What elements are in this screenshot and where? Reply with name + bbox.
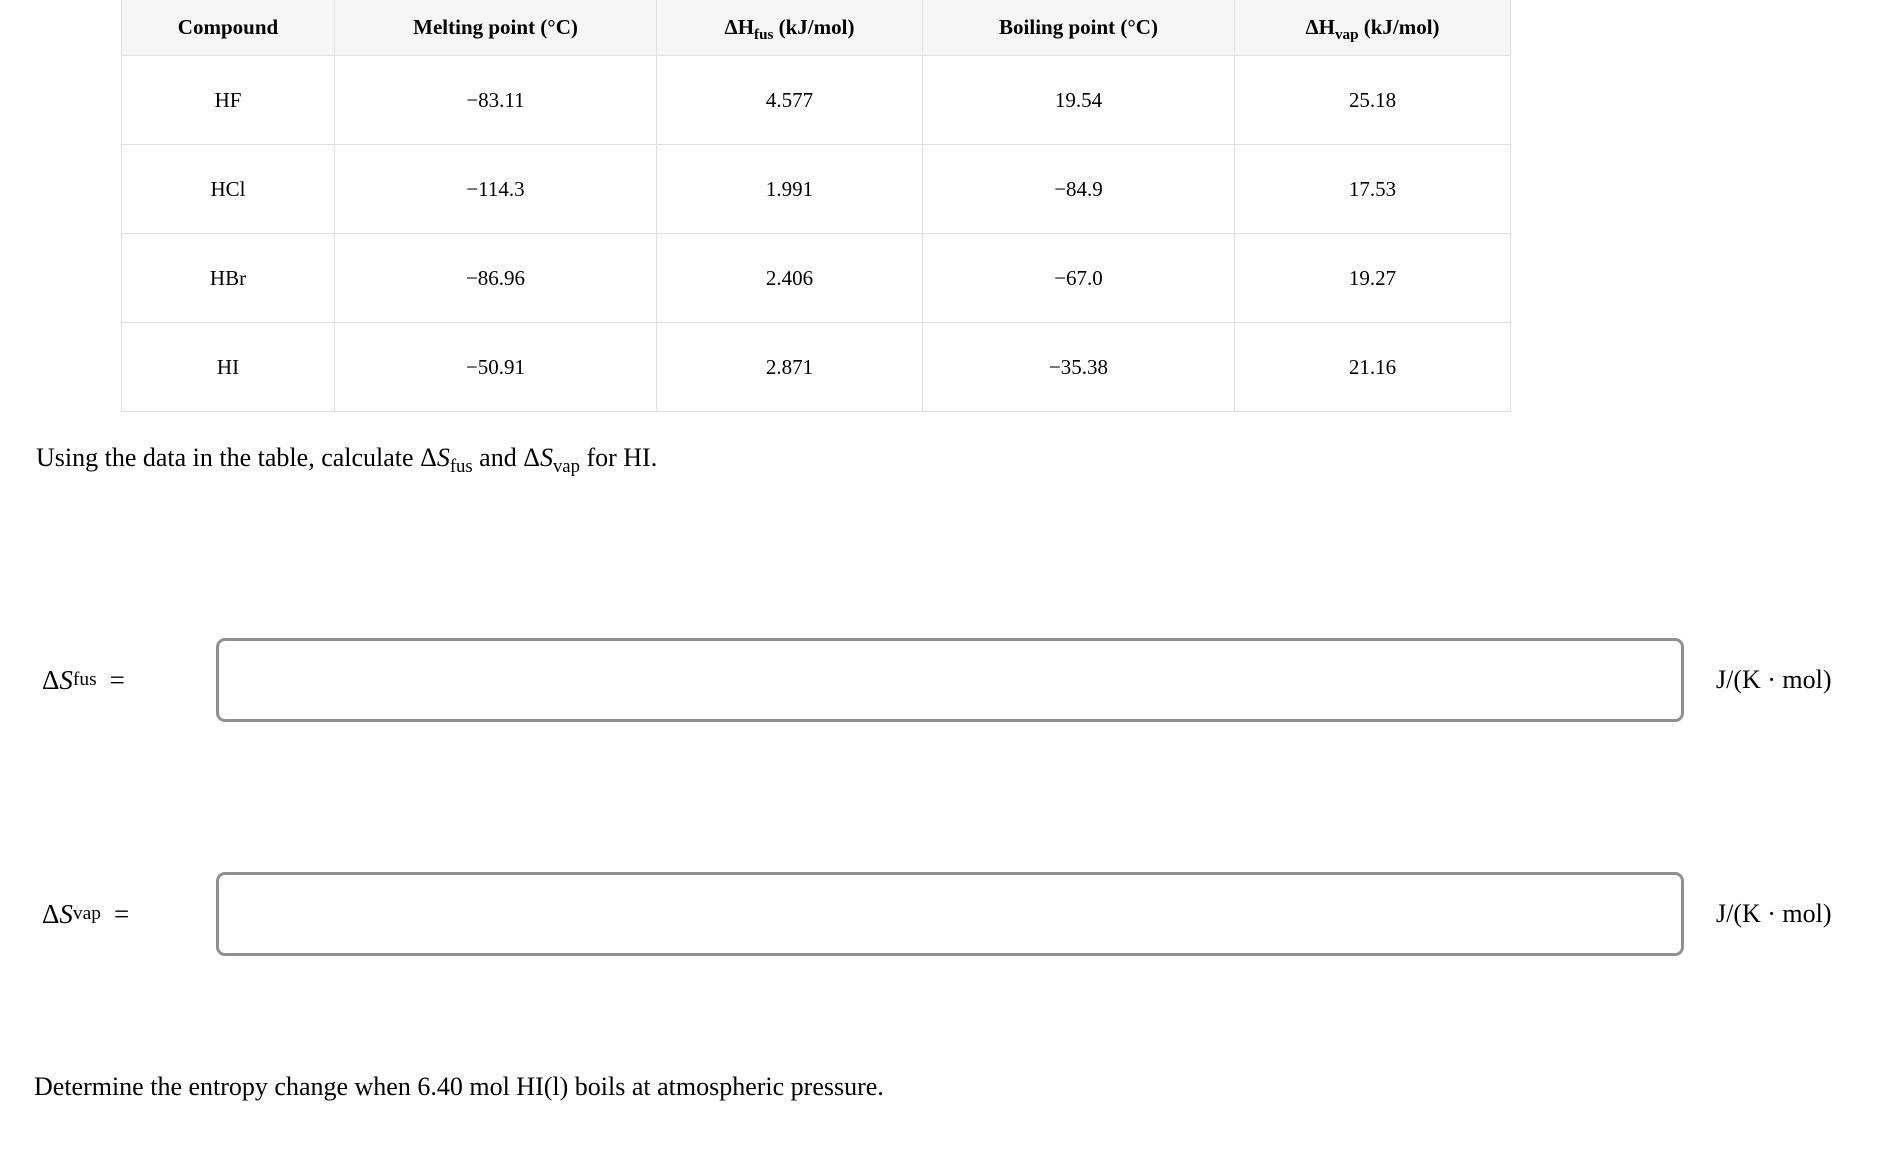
column-header-boiling-point: Boiling point (°C): [922, 0, 1235, 56]
cell-melting-point: −86.96: [334, 233, 657, 323]
delta-symbol: Δ: [420, 443, 437, 472]
delta-symbol: Δ: [42, 898, 60, 929]
cell-compound: HCl: [121, 144, 335, 234]
table-row: HF −83.11 4.577 19.54 25.18: [121, 55, 1511, 145]
cell-melting-point: −114.3: [334, 144, 657, 234]
entropy-symbol: S: [59, 664, 73, 695]
cell-dh-vap: 21.16: [1234, 322, 1511, 412]
cell-dh-vap: 25.18: [1234, 55, 1511, 145]
header-text-post: (kJ/mol): [773, 15, 855, 39]
math-delta-s-fus: ΔSfus: [420, 443, 473, 476]
cell-compound: HBr: [121, 233, 335, 323]
question-text: and: [472, 443, 524, 472]
header-text: ΔH: [1305, 15, 1335, 39]
table-header-row: Compound Melting point (°C) ΔHfus (kJ/mo…: [121, 0, 1511, 56]
header-text: Boiling point (°C): [999, 15, 1158, 39]
question-entropy-change-boiling: Determine the entropy change when 6.40 m…: [34, 1072, 884, 1101]
cell-dh-fus: 1.991: [656, 144, 923, 234]
question-text: for HI.: [579, 443, 658, 472]
delta-symbol: Δ: [523, 443, 540, 472]
entropy-symbol: S: [436, 443, 450, 472]
cell-dh-vap: 19.27: [1234, 233, 1511, 323]
cell-compound: HF: [121, 55, 335, 145]
header-subscript: fus: [754, 27, 774, 44]
equals-sign: =: [113, 898, 130, 929]
math-delta-s-vap: ΔSvap: [523, 443, 580, 476]
table-row: HCl −114.3 1.991 −84.9 17.53: [121, 144, 1511, 234]
delta-s-fus-input[interactable]: [216, 638, 1684, 722]
cell-dh-fus: 2.406: [656, 233, 923, 323]
entropy-symbol: S: [59, 898, 73, 929]
column-header-melting-point: Melting point (°C): [334, 0, 657, 56]
equals-sign: =: [109, 664, 125, 695]
cell-boiling-point: −67.0: [922, 233, 1235, 323]
column-header-compound: Compound: [121, 0, 335, 56]
cell-boiling-point: −35.38: [922, 322, 1235, 412]
header-text: Melting point (°C): [413, 15, 578, 39]
header-text-post: (kJ/mol): [1358, 15, 1440, 39]
column-header-dh-fus: ΔHfus (kJ/mol): [656, 0, 923, 56]
compound-properties-table-wrap: Compound Melting point (°C) ΔHfus (kJ/mo…: [121, 0, 1511, 412]
delta-s-vap-input[interactable]: [216, 872, 1684, 956]
question-text: Using the data in the table, calculate: [36, 443, 421, 472]
cell-dh-fus: 4.577: [656, 55, 923, 145]
compound-properties-table: Compound Melting point (°C) ΔHfus (kJ/mo…: [121, 0, 1511, 412]
delta-s-vap-unit: J/(K · mol): [1716, 899, 1832, 928]
column-header-dh-vap: ΔHvap (kJ/mol): [1234, 0, 1511, 56]
question-calculate-ds: Using the data in the table, calculate Δ…: [36, 443, 658, 476]
fus-subscript: fus: [449, 456, 473, 478]
header-text: ΔH: [724, 15, 755, 39]
header-subscript: vap: [1334, 27, 1359, 44]
table-row: HBr −86.96 2.406 −67.0 19.27: [121, 233, 1511, 323]
cell-dh-vap: 17.53: [1234, 144, 1511, 234]
entropy-symbol: S: [539, 443, 553, 472]
cell-boiling-point: 19.54: [922, 55, 1235, 145]
cell-boiling-point: −84.9: [922, 144, 1235, 234]
delta-symbol: Δ: [42, 664, 60, 695]
header-text: Compound: [177, 15, 279, 39]
table-row: HI −50.91 2.871 −35.38 21.16: [121, 322, 1511, 412]
delta-s-fus-unit: J/(K · mol): [1716, 665, 1832, 694]
cell-dh-fus: 2.871: [656, 322, 923, 412]
vap-subscript: vap: [552, 456, 580, 478]
cell-melting-point: −83.11: [334, 55, 657, 145]
cell-compound: HI: [121, 322, 335, 412]
cell-melting-point: −50.91: [334, 322, 657, 412]
